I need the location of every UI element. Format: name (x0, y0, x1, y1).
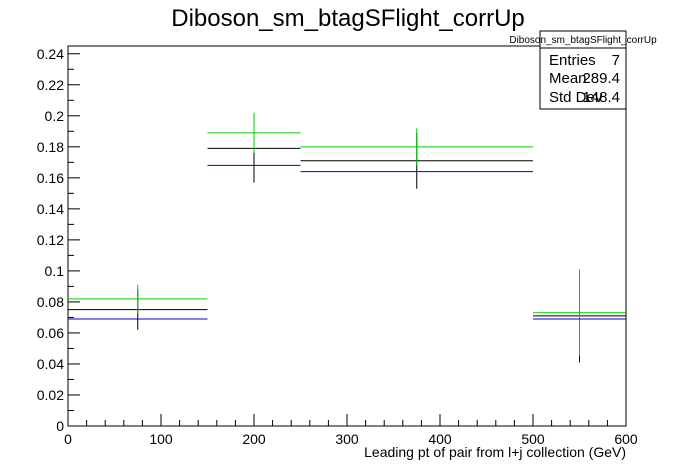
x-tick-label: 0 (64, 431, 72, 447)
chart-title: Diboson_sm_btagSFlight_corrUp (171, 5, 525, 32)
x-tick-label: 200 (242, 431, 266, 447)
y-tick-label: 0.2 (45, 108, 65, 124)
y-tick-label: 0.02 (37, 387, 64, 403)
stats-box: Diboson_sm_btagSFlight_corrUp Entries 7 … (509, 30, 657, 110)
stats-mean-label: Mean (549, 70, 587, 87)
y-tick-label: 0.14 (37, 201, 64, 217)
y-tick-label: 0.18 (37, 139, 64, 155)
series-2 (68, 164, 626, 320)
histogram-series (68, 112, 626, 363)
stats-entries-value: 7 (612, 52, 620, 69)
y-tick-label: 0.06 (37, 325, 64, 341)
y-tick-label: 0.16 (37, 170, 64, 186)
y-tick-label: 0.1 (45, 263, 65, 279)
x-axis-label: Leading pt of pair from l+j collection (… (364, 444, 626, 460)
y-tick-label: 0.22 (37, 77, 64, 93)
stats-mean-value: 289.4 (582, 70, 620, 87)
y-tick-label: 0.12 (37, 232, 64, 248)
x-tick-label: 100 (149, 431, 173, 447)
stats-stddev-value: 148.4 (582, 89, 620, 106)
x-tick-label: 600 (614, 431, 638, 447)
y-tick-label: 0.04 (37, 356, 64, 372)
stats-entries-label: Entries (549, 52, 596, 69)
x-tick-label: 300 (335, 431, 359, 447)
y-tick-label: 0.24 (37, 46, 64, 62)
stats-box-frame (539, 30, 627, 110)
y-tick-label: 0.08 (37, 294, 64, 310)
stats-title: Diboson_sm_btagSFlight_corrUp (509, 35, 657, 46)
y-tick-label: 0 (56, 418, 64, 434)
stats-stddev-label: Std Dev (549, 89, 603, 106)
axes: 0 0.02 0.04 0.06 0.08 0.1 0.12 0.14 0.16 0.18 0.2 0… (37, 45, 638, 447)
series-1 (68, 112, 626, 357)
x-tick-label: 400 (428, 431, 452, 447)
x-tick-label: 500 (521, 431, 545, 447)
